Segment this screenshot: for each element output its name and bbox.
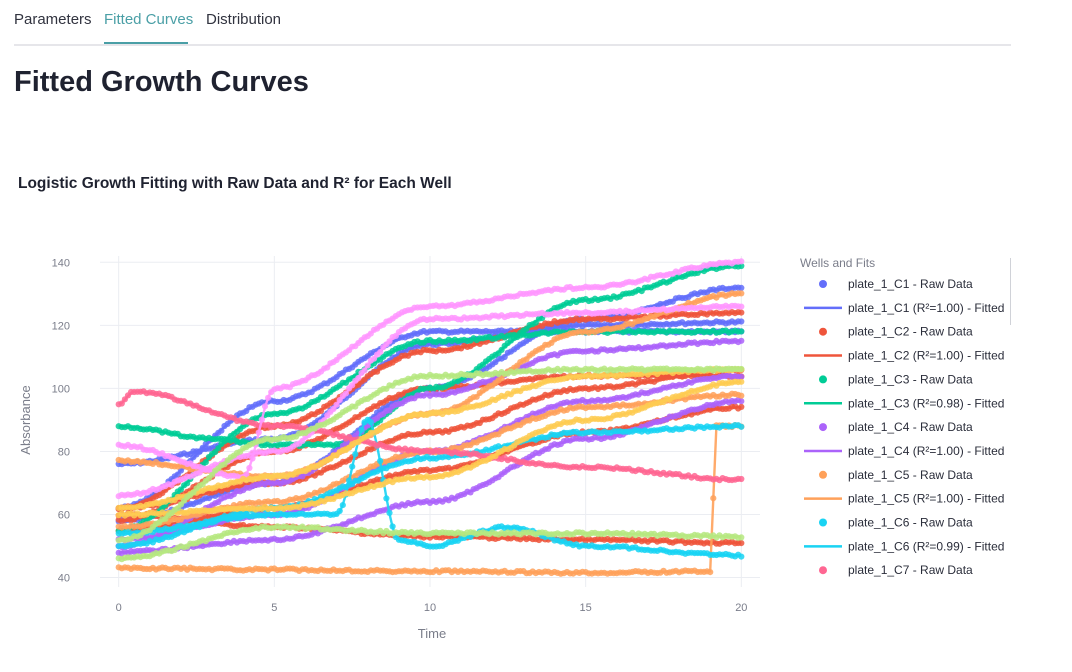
data-point: [738, 392, 745, 399]
y-tick-label: 100: [52, 383, 70, 395]
data-point: [358, 426, 365, 433]
tab-parameters[interactable]: Parameters: [14, 11, 92, 28]
data-point: [177, 486, 184, 493]
y-tick-label: 60: [58, 509, 70, 521]
tab-distribution[interactable]: Distribution: [206, 11, 282, 28]
active-tab-indicator: [104, 42, 188, 44]
chart-title: Logistic Growth Fitting with Raw Data an…: [18, 175, 452, 192]
data-point: [738, 284, 745, 291]
data-point: [383, 495, 390, 502]
data-point: [367, 419, 374, 426]
data-point: [738, 540, 745, 547]
axis-ticks: 40 60 80 100 120 140 0 5 10 15 20: [52, 257, 748, 614]
x-tick-label: 20: [735, 602, 747, 614]
data-point: [246, 464, 253, 472]
x-tick-label: 10: [424, 602, 436, 614]
data-point: [738, 423, 745, 430]
data-point: [184, 480, 191, 487]
data-point: [377, 457, 384, 465]
data-point: [352, 451, 359, 458]
data-point: [258, 416, 265, 423]
series-7: [115, 309, 745, 513]
data-point: [738, 403, 745, 410]
y-tick-label: 40: [58, 573, 70, 585]
data-point: [738, 398, 745, 405]
y-tick-label: 80: [58, 446, 70, 458]
data-point: [255, 429, 262, 436]
plot-area: [115, 258, 745, 577]
x-tick-label: 0: [116, 602, 122, 614]
data-point: [738, 309, 745, 316]
data-point: [265, 394, 272, 401]
y-tick-label: 140: [52, 257, 70, 269]
data-point: [218, 427, 225, 434]
x-tick-label: 15: [580, 602, 592, 614]
data-point: [738, 378, 745, 385]
data-point: [202, 459, 209, 466]
data-point: [738, 553, 745, 560]
data-point: [261, 403, 269, 410]
data-point: [738, 534, 745, 541]
data-point: [738, 337, 745, 344]
data-point: [738, 475, 745, 483]
data-point: [386, 509, 393, 516]
data-point: [738, 328, 745, 335]
data-point: [389, 523, 396, 530]
data-point: [349, 463, 356, 470]
tab-bar: Parameters Fitted Curves Distribution: [14, 0, 1011, 46]
page-title: Fitted Growth Curves: [14, 66, 309, 98]
data-point: [738, 258, 745, 265]
data-point: [738, 318, 745, 325]
data-point: [738, 290, 745, 297]
data-point: [738, 303, 745, 310]
data-point: [707, 569, 714, 576]
data-point: [710, 495, 717, 502]
y-tick-label: 120: [52, 320, 70, 332]
data-point: [336, 507, 343, 515]
growth-curve-chart: Logistic Growth Fitting with Raw Data an…: [18, 175, 1011, 641]
x-tick-label: 5: [271, 602, 277, 614]
tab-fitted-curves[interactable]: Fitted Curves: [104, 11, 194, 28]
data-point: [339, 502, 346, 509]
data-point: [342, 390, 349, 397]
